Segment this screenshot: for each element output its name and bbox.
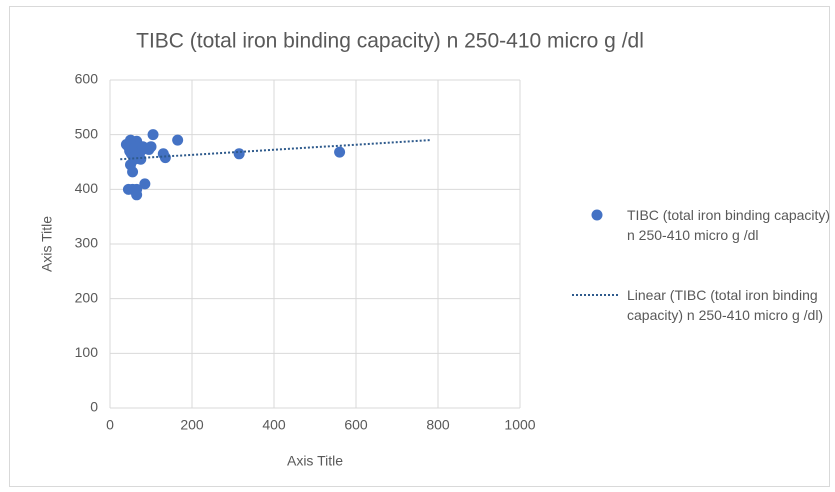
chart-title: TIBC (total iron binding capacity) n 250… <box>136 30 644 53</box>
point <box>334 146 346 158</box>
point <box>172 134 184 146</box>
legend-marker <box>591 209 603 221</box>
point <box>139 178 151 190</box>
legend-label: Linear (TIBC (total iron binding capacit… <box>627 287 824 323</box>
y-tick-label: 300 <box>75 235 99 251</box>
y-tick-label: 500 <box>75 125 99 141</box>
y-tick-label: 200 <box>75 289 99 305</box>
x-tick-label: 400 <box>262 417 286 433</box>
x-axis-title: Axis Title <box>287 453 343 469</box>
point <box>131 189 143 201</box>
chart-border <box>9 6 830 487</box>
point <box>233 148 245 160</box>
y-tick-label: 100 <box>75 344 99 360</box>
x-tick-label: 800 <box>426 417 450 433</box>
y-tick-label: 0 <box>90 399 98 415</box>
y-axis-title: Axis Title <box>39 216 55 272</box>
y-tick-label: 600 <box>75 71 99 87</box>
x-tick-label: 600 <box>344 417 368 433</box>
point <box>143 143 155 155</box>
x-tick-label: 0 <box>106 417 114 433</box>
point <box>147 129 159 141</box>
point <box>159 152 171 164</box>
y-tick-label: 400 <box>75 180 99 196</box>
point <box>129 151 141 163</box>
legend-label: TIBC (total iron binding capacity) n 250… <box>627 207 831 243</box>
x-tick-label: 1000 <box>504 417 535 433</box>
x-tick-label: 200 <box>180 417 204 433</box>
